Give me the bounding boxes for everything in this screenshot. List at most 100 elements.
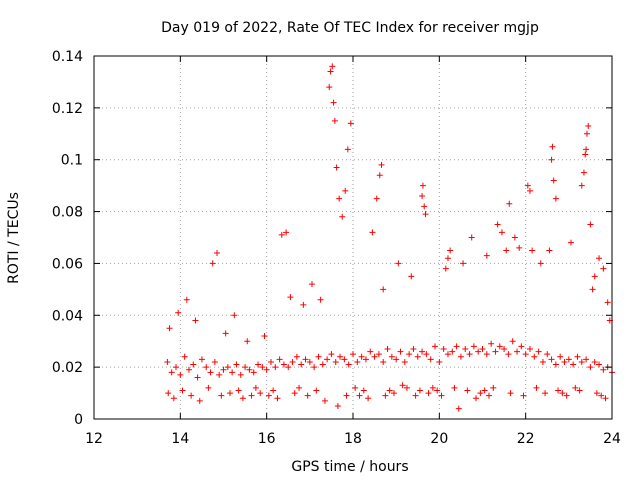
roti-point [468, 234, 475, 241]
roti-point [300, 301, 307, 308]
roti-point [360, 387, 367, 394]
roti-point [376, 172, 383, 179]
roti-point [451, 384, 458, 391]
roti-point [403, 384, 410, 391]
roti-point [344, 146, 351, 153]
y-tick-label: 0.12 [52, 101, 83, 117]
roti-point [329, 63, 336, 70]
roti-point [432, 343, 439, 350]
roti-point [317, 296, 324, 303]
y-tick-label: 0.04 [52, 308, 83, 324]
roti-point [526, 345, 533, 352]
roti-point [578, 358, 585, 365]
roti-point [252, 384, 259, 391]
roti-point [250, 369, 257, 376]
roti-point [473, 395, 480, 402]
roti-point [267, 358, 274, 365]
y-tick-label: 0.1 [61, 153, 83, 169]
roti-point [440, 345, 447, 352]
roti-point [531, 353, 538, 360]
roti-point [490, 384, 497, 391]
roti-point [278, 231, 285, 238]
roti-point [457, 353, 464, 360]
roti-point [514, 348, 521, 355]
roti-point [526, 187, 533, 194]
roti-point [291, 390, 298, 397]
roti-point [196, 397, 203, 404]
roti-point [449, 348, 456, 355]
y-tick-label: 0 [74, 412, 83, 428]
roti-point [330, 99, 337, 106]
roti-point [211, 358, 218, 365]
roti-point [324, 356, 331, 363]
roti-point [302, 356, 309, 363]
roti-point [537, 260, 544, 267]
roti-point [257, 390, 264, 397]
y-tick-label: 0.06 [52, 256, 83, 272]
roti-point [166, 325, 173, 332]
roti-point [313, 387, 320, 394]
roti-point [263, 366, 270, 373]
roti-point [255, 361, 262, 368]
roti-point [298, 361, 305, 368]
roti-point [522, 351, 529, 358]
roti-point [596, 361, 603, 368]
roti-point [391, 390, 398, 397]
roti-point [327, 68, 334, 75]
roti-point [447, 247, 454, 254]
roti-point [328, 351, 335, 358]
roti-point [185, 366, 192, 373]
roti-point [229, 369, 236, 376]
roti-point [580, 169, 587, 176]
roti-point [416, 387, 423, 394]
roti-point [583, 356, 590, 363]
y-tick-label: 0.02 [52, 360, 83, 376]
roti-point [544, 351, 551, 358]
roti-point [600, 265, 607, 272]
roti-point [507, 390, 514, 397]
roti-point [503, 247, 510, 254]
roti-point [462, 345, 469, 352]
roti-point [198, 356, 205, 363]
roti-point [574, 353, 581, 360]
roti-point [203, 364, 210, 371]
roti-point [248, 392, 255, 399]
roti-point [429, 384, 436, 391]
roti-point [587, 364, 594, 371]
roti-point [591, 358, 598, 365]
roti-point [464, 387, 471, 394]
roti-point [393, 356, 400, 363]
roti-point [520, 392, 527, 399]
roti-point [367, 348, 374, 355]
roti-point [343, 392, 350, 399]
roti-point [535, 348, 542, 355]
roti-point [380, 358, 387, 365]
roti-point [419, 348, 426, 355]
roti-point [494, 221, 501, 228]
roti-point [233, 361, 240, 368]
roti-point [436, 358, 443, 365]
roti-point [205, 384, 212, 391]
roti-point [557, 353, 564, 360]
roti-point [533, 384, 540, 391]
roti-point [511, 234, 518, 241]
roti-point [333, 164, 340, 171]
roti-point [419, 193, 426, 200]
roti-point [552, 195, 559, 202]
roti-point [406, 351, 413, 358]
roti-point [555, 387, 562, 394]
roti-point [444, 255, 451, 262]
roti-point [246, 366, 253, 373]
roti-point [293, 353, 300, 360]
roti-point [475, 348, 482, 355]
roti-point [578, 182, 585, 189]
roti-point [334, 403, 341, 410]
roti-point [548, 356, 555, 363]
roti-point [593, 390, 600, 397]
roti-point [220, 366, 227, 373]
roti-point [604, 299, 611, 306]
roti-point [552, 361, 559, 368]
roti-point [561, 358, 568, 365]
roti-point [582, 151, 589, 158]
roti-point [168, 369, 175, 376]
